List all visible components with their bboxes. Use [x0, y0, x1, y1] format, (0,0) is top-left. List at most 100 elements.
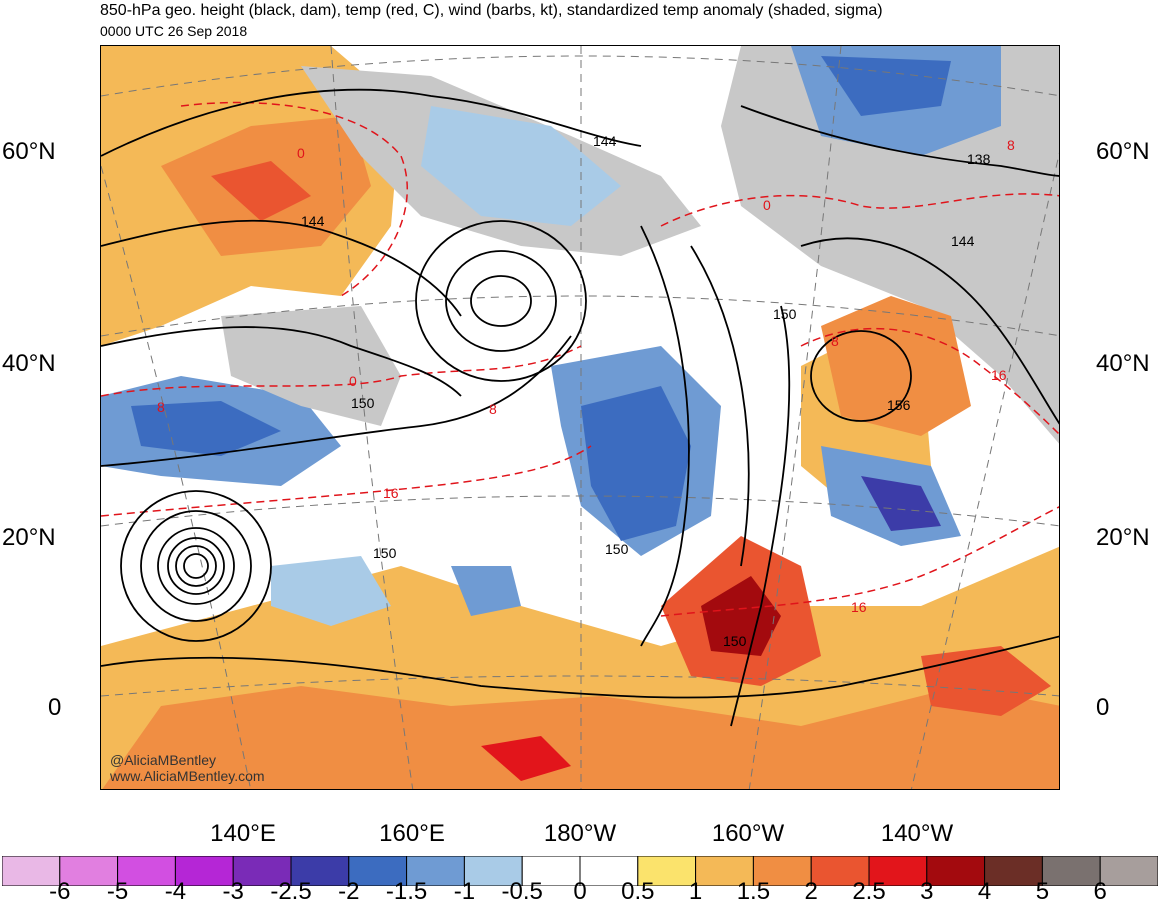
chart-title: 850-hPa geo. height (black, dam), temp (… — [100, 2, 883, 19]
grid-meridian-160w — [748, 46, 842, 789]
temp-label: 16 — [851, 599, 867, 615]
lat-label-right-0: 0 — [1096, 694, 1110, 721]
cool-anomaly-tropics-mid — [451, 566, 521, 616]
height-label: 150 — [773, 306, 797, 322]
colorbar-tick-label: -4 — [164, 878, 187, 905]
cool-anomaly-west-core — [131, 401, 281, 456]
colorbar-cell — [117, 856, 176, 886]
cool-anomaly-east-core — [861, 476, 941, 531]
colorbar-cell — [1099, 856, 1158, 886]
temp-label: 8 — [831, 333, 839, 349]
cool-anomaly-tropics-west — [271, 556, 391, 626]
colorbar-tick-label: 5 — [1035, 878, 1050, 905]
temp-label: 8 — [1007, 137, 1015, 153]
temp-contour-8-east — [800, 327, 1059, 436]
colorbar-cell — [290, 856, 350, 886]
typhoon-ring-2 — [175, 545, 217, 587]
height-trough-central — [640, 225, 690, 647]
typhoon-ring-5 — [140, 510, 252, 622]
temp-label: 8 — [157, 399, 165, 415]
anomaly-shading — [101, 46, 1059, 789]
height-label: 138 — [967, 151, 991, 167]
temp-contours — [101, 101, 1059, 617]
cool-anomaly-alaska-core — [821, 56, 951, 116]
colorbar-cell — [984, 856, 1043, 886]
colorbar-cell — [1041, 856, 1101, 886]
colorbar-cells — [2, 856, 1158, 886]
warm-anomaly-east — [821, 296, 971, 436]
height-trough-central-2 — [690, 245, 750, 567]
warm-anomaly-south-core — [481, 736, 571, 781]
colorbar-cell — [232, 856, 292, 886]
colorbar-tick-label: 4 — [977, 878, 992, 905]
height-contour-alaska — [740, 105, 1059, 177]
typhoon-ring-4 — [157, 527, 235, 605]
temp-label: 16 — [383, 485, 399, 501]
colorbar-cell — [579, 856, 639, 886]
map-panel: 144 144 144 138 150 150 150 150 156 150 … — [100, 45, 1060, 790]
lon-label-160e: 160°E — [379, 820, 445, 847]
temp-label: 16 — [991, 367, 1007, 383]
height-label: 156 — [887, 397, 911, 413]
colorbar-tick-label: 6 — [1093, 878, 1107, 905]
height-labels: 144 144 144 138 150 150 150 150 156 150 — [301, 133, 991, 649]
colorbar-tick-label: -1 — [453, 878, 476, 905]
colorbar — [2, 856, 1158, 886]
colorbar-tick-label: 1 — [688, 878, 703, 905]
lat-label-left-60n: 60°N — [2, 138, 56, 165]
colorbar-tick-label: 2 — [804, 878, 818, 905]
height-ridge-east — [730, 305, 791, 727]
cool-anomaly-central-core — [581, 386, 691, 541]
cool-anomaly-bering — [421, 106, 621, 226]
lat-label-right-60n: 60°N — [1096, 138, 1150, 165]
colorbar-tick-label: 2.5 — [852, 878, 886, 905]
lon-label-180w: 180°W — [543, 820, 617, 847]
height-contour-tropics — [101, 635, 1059, 699]
colorbar-tick-label: -5 — [106, 878, 129, 905]
low-ring-bering-3 — [415, 220, 587, 382]
colorbar-tick-label: 0 — [573, 878, 587, 905]
colorbar-tick-label: -0.5 — [501, 878, 543, 905]
colorbar-tick-label: 1.5 — [736, 878, 771, 905]
warm-anomaly-tropics-max — [701, 576, 781, 656]
temp-label: 0 — [763, 197, 771, 213]
height-contour-2 — [101, 219, 462, 317]
temp-contour-16-east — [660, 506, 1059, 617]
temp-label: 0 — [349, 373, 357, 389]
height-label: 150 — [605, 541, 629, 557]
colorbar-tick-label: 3 — [920, 878, 934, 905]
height-label: 144 — [593, 133, 617, 149]
grid-parallel-20n — [101, 495, 1059, 527]
colorbar-cell — [406, 856, 465, 886]
height-label: 150 — [723, 633, 747, 649]
lat-lon-grid — [101, 46, 1059, 789]
height-label: 144 — [951, 233, 975, 249]
temp-labels: 0 0 8 8 16 8 0 8 16 16 — [157, 137, 1015, 615]
lat-label-right-40n: 40°N — [1096, 350, 1150, 377]
lat-label-left-20n: 20°N — [2, 524, 56, 551]
warm-anomaly-east-tropics — [921, 646, 1051, 716]
colorbar-cell — [926, 856, 986, 886]
high-ring-east — [810, 330, 912, 422]
height-contour-4 — [101, 335, 572, 467]
colorbar-tick-label: -2 — [338, 878, 360, 905]
low-center-bering — [470, 275, 532, 327]
credit-website: www.AliciaMBentley.com — [110, 768, 265, 784]
warm-anomaly-max-asia — [211, 161, 311, 221]
chart-subtitle: 0000 UTC 26 Sep 2018 — [100, 23, 248, 39]
grid-parallel-60n — [101, 55, 1059, 97]
temp-label: 0 — [297, 145, 305, 161]
lon-label-160w: 160°W — [711, 820, 785, 847]
lat-label-right-20n: 20°N — [1096, 524, 1150, 551]
height-contour-east — [800, 237, 1059, 425]
grid-parallel-40n — [101, 295, 1059, 337]
colorbar-tick-label: -3 — [222, 878, 244, 905]
typhoon-ring-3 — [167, 537, 225, 595]
height-label: 144 — [301, 213, 325, 229]
height-contour-3 — [101, 326, 462, 397]
colorbar-tick-label: -6 — [49, 878, 71, 905]
lon-label-140w: 140°W — [880, 820, 954, 847]
grid-meridian-160e — [330, 46, 414, 789]
colorbar-cell — [463, 856, 523, 886]
colorbar-cell — [174, 856, 234, 886]
